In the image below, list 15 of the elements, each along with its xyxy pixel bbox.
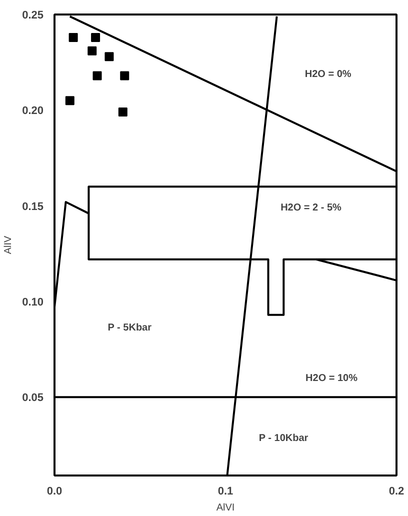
y-tick-label: 0.20 bbox=[22, 105, 44, 118]
y-tick-label: 0.15 bbox=[22, 200, 44, 213]
x-tick-label: 0.0 bbox=[46, 486, 62, 498]
x-tick-label: 0.1 bbox=[218, 486, 234, 498]
y-tick-label: 0.05 bbox=[22, 392, 44, 404]
annotation: P - 5Kbar bbox=[108, 322, 152, 334]
y-axis-title: AlIV bbox=[3, 236, 14, 254]
y-tick-label: 0.25 bbox=[22, 10, 44, 22]
y-tick-label: 0.10 bbox=[22, 296, 44, 308]
annotation: P - 10Kbar bbox=[258, 433, 308, 444]
x-axis-title: AlVI bbox=[216, 502, 235, 514]
annotation: H2O = 2 - 5% bbox=[280, 202, 342, 214]
annotation: H2O = 10% bbox=[306, 373, 358, 384]
x-tick-label: 0.2 bbox=[388, 486, 404, 498]
annotation: H2O = 0% bbox=[304, 68, 352, 80]
